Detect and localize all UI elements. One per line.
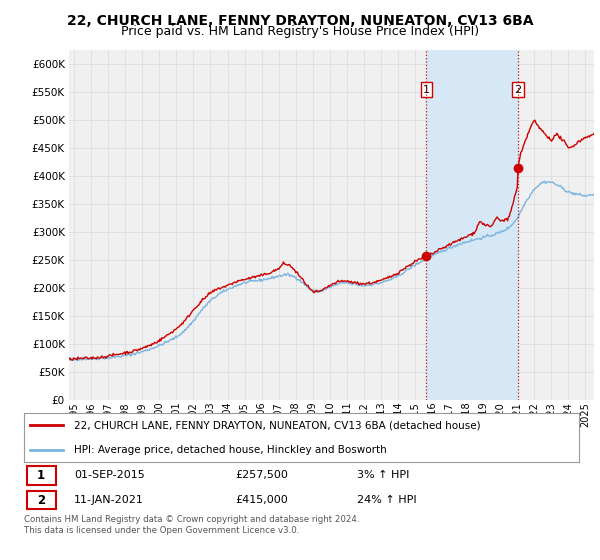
Text: 1: 1 xyxy=(37,469,45,482)
Text: Contains HM Land Registry data © Crown copyright and database right 2024.
This d: Contains HM Land Registry data © Crown c… xyxy=(24,515,359,535)
Text: 1: 1 xyxy=(423,85,430,95)
Text: 24% ↑ HPI: 24% ↑ HPI xyxy=(357,495,416,505)
Text: £257,500: £257,500 xyxy=(235,470,288,480)
Text: 11-JAN-2021: 11-JAN-2021 xyxy=(74,495,144,505)
Text: 3% ↑ HPI: 3% ↑ HPI xyxy=(357,470,409,480)
Bar xyxy=(427,50,518,400)
Text: 2: 2 xyxy=(37,493,45,507)
Text: 22, CHURCH LANE, FENNY DRAYTON, NUNEATON, CV13 6BA: 22, CHURCH LANE, FENNY DRAYTON, NUNEATON… xyxy=(67,14,533,28)
Text: £415,000: £415,000 xyxy=(235,495,287,505)
Text: Price paid vs. HM Land Registry's House Price Index (HPI): Price paid vs. HM Land Registry's House … xyxy=(121,25,479,38)
Text: HPI: Average price, detached house, Hinckley and Bosworth: HPI: Average price, detached house, Hinc… xyxy=(74,445,387,455)
Text: 01-SEP-2015: 01-SEP-2015 xyxy=(74,470,145,480)
Text: 2: 2 xyxy=(514,85,521,95)
Text: 22, CHURCH LANE, FENNY DRAYTON, NUNEATON, CV13 6BA (detached house): 22, CHURCH LANE, FENNY DRAYTON, NUNEATON… xyxy=(74,420,481,430)
Bar xyxy=(27,491,56,510)
Bar xyxy=(27,466,56,485)
